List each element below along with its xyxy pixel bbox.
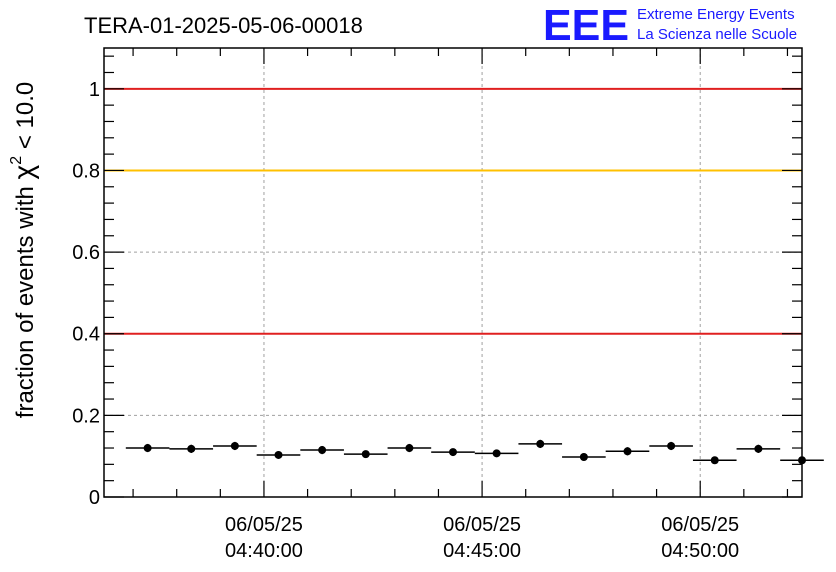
data-point-12 [649,441,693,451]
y-tick-label-5: 1 [89,79,100,101]
x-tick-label-time-1: 04:45:00 [443,540,521,562]
data-point-3 [256,450,301,459]
data-point-7 [431,448,475,457]
data-point-9 [518,439,563,449]
data-point-marker-12 [667,441,676,450]
data-point-marker-4 [318,446,327,455]
y-tick-labels: 0 0.2 0.4 0.6 0.8 1 [72,79,100,509]
data-point-10 [562,452,606,461]
grid-lines [104,48,802,497]
data-point-8 [474,449,519,458]
y-tick-label-1: 0.2 [72,405,100,427]
plot-frame [103,47,803,498]
eee-logo-line1: Extreme Energy Events [637,6,795,23]
data-point-marker-10 [579,452,588,461]
x-tick-labels: 06/05/25 04:40:00 06/05/25 04:45:00 06/05/25… [225,514,739,562]
data-point-6 [387,443,432,453]
x-tick-label-time-0: 04:40:00 [225,540,303,562]
data-point-marker-7 [449,448,457,457]
y-tick-label-3: 0.6 [72,242,100,264]
y-tick-label-0: 0 [89,487,100,509]
y-axis-label-suffix: < 10.0 [12,82,39,156]
axes [103,47,803,498]
data-point-marker-2 [230,441,239,450]
x-tick-label-date-0: 06/05/25 [225,514,303,536]
data-point-marker-0 [143,444,152,453]
data-point-marker-11 [623,447,632,456]
y-axis-label-prefix: fraction of events with [12,179,39,418]
data-point-marker-6 [405,444,414,453]
eee-logo-mark: EEE [543,1,629,50]
data-point-14 [736,444,781,453]
data-point-marker-3 [274,450,283,459]
data-point-0 [125,443,170,453]
x-tick-label-date-1: 06/05/25 [443,514,521,536]
data-point-marker-9 [536,439,545,448]
reference-lines [104,87,802,335]
data-point-5 [343,450,388,459]
data-point-11 [605,447,650,456]
y-axis-label: fraction of events with χ2 < 10.0 [8,82,39,418]
data-points [125,439,824,465]
eee-logo: EEE Extreme Energy Events La Scienza nel… [543,1,797,50]
x-tick-label-date-2: 06/05/25 [661,514,739,536]
data-point-marker-5 [361,450,370,459]
y-tick-label-4: 0.8 [72,160,100,182]
data-point-marker-13 [710,456,719,465]
x-tick-label-time-2: 04:50:00 [661,540,739,562]
chart-title: TERA-01-2025-05-06-00018 [84,13,363,38]
data-point-marker-8 [492,449,501,458]
data-point-marker-14 [754,444,763,453]
y-axis-label-superscript: 2 [8,156,25,165]
data-point-2 [213,441,257,451]
data-point-4 [300,445,344,455]
y-tick-label-2: 0.4 [72,324,100,346]
y-axis-label-symbol: χ [8,164,39,179]
data-point-1 [169,444,214,453]
eee-logo-line2: La Scienza nelle Scuole [637,26,797,43]
data-point-marker-1 [187,444,196,453]
data-point-13 [692,456,737,465]
